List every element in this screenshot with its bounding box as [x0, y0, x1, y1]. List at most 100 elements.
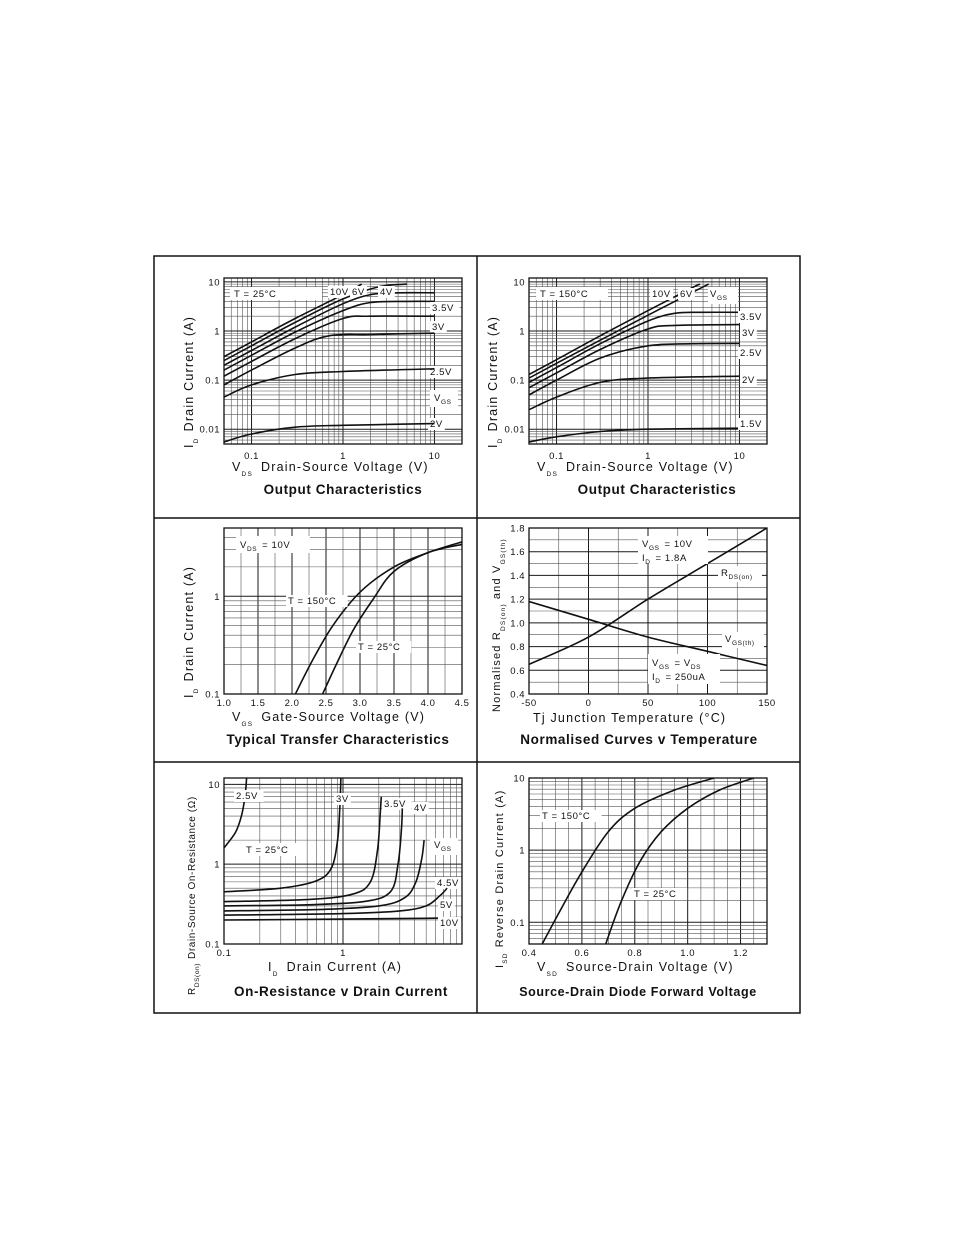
x-tick-label: 1: [340, 948, 346, 959]
chart-3-plot-frame: [223, 527, 463, 695]
series-label-bg: [234, 790, 264, 802]
series-line-5v: [224, 887, 448, 916]
chart-1-vgs-label: VGS: [434, 393, 452, 406]
series-line-2v: [529, 375, 740, 411]
chart-1-cond-bg: [230, 287, 322, 300]
x-tick-label: 150: [758, 698, 775, 709]
x-tick-label: 0.1: [549, 451, 564, 462]
x-tick-label: 0: [586, 698, 592, 709]
series-line-3v: [224, 778, 342, 893]
series-label-bg: [428, 418, 445, 430]
series-label: 2.5V: [740, 348, 762, 359]
y-tick-label: 0.1: [205, 940, 220, 951]
x-tick-label: 50: [642, 698, 654, 709]
y-tick-label: 1.4: [510, 571, 525, 582]
x-tick-label: 4.0: [421, 698, 436, 709]
series-line-rds-on-: [529, 528, 767, 666]
series-label: 2V: [430, 419, 443, 430]
x-tick-label: -50: [521, 698, 536, 709]
y-tick-label: 0.1: [510, 376, 525, 387]
chart-4-vgs-bg: [722, 632, 764, 648]
x-tick-label: 0.1: [244, 451, 259, 462]
y-tick-label: 0.1: [205, 690, 220, 701]
chart-4-y-axis-label: Normalised RDS(on)and VGS(th): [491, 538, 507, 712]
series-label-bg: [438, 917, 462, 929]
series-label: 2.5V: [430, 367, 452, 378]
series-line-t-25-c: [321, 543, 462, 694]
chart-5-y-axis-label: RDS(on)Drain-Source On-Resistance (Ω): [187, 796, 201, 995]
chart-6-grid: [528, 777, 768, 945]
y-tick-label: 1: [214, 326, 220, 337]
chart-2-vgs-bg: [708, 287, 738, 304]
chart-transfer-characteristics: T = 150°C T = 25°C 1.0 1.5 2.0 2.5 3.0 3.5 4.0 4…: [182, 527, 469, 747]
series-label: 6V: [352, 287, 365, 298]
chart-2-y-axis-label: IDDrain Current (A): [486, 316, 504, 448]
chart-4-condition-vgs: VGS = 10V: [642, 539, 693, 552]
y-tick-label: 1: [519, 326, 525, 337]
series-line-10v: [529, 283, 701, 376]
series-label-bg: [650, 288, 674, 300]
chart-4-curves: [529, 528, 767, 667]
y-tick-label: 1.2: [510, 595, 525, 606]
series-label-bg: [378, 286, 395, 298]
y-tick-label: 0.01: [200, 425, 221, 436]
chart-3-curves: T = 150°C T = 25°C: [286, 541, 462, 694]
chart-1-vgs-bg: [430, 390, 458, 407]
chart-source-drain-diode-forward-voltage: T = 150°CT = 25°C 0.4 0.6 0.8 1.0 1.21010.1 …: [494, 774, 768, 999]
series-label: 1.5V: [740, 419, 762, 430]
series-label-bg: [438, 899, 455, 911]
series-line-3-5v: [224, 300, 435, 371]
chart-3-ticks: 1.0 1.5 2.0 2.5 3.0 3.5 4.0 4.5 1 0.1: [205, 592, 469, 709]
series-label: T = 25°C: [358, 642, 401, 653]
series-label: 3.5V: [740, 312, 762, 323]
y-tick-label: 0.01: [505, 425, 526, 436]
series-label-bg: [356, 641, 412, 653]
series-line-3-5v: [224, 796, 383, 903]
x-tick-label: 1: [340, 451, 346, 462]
series-label: T = 25°C: [634, 889, 677, 900]
x-tick-label: 2.5: [319, 698, 334, 709]
series-label: 4.5V: [437, 878, 459, 889]
x-tick-label: 0.8: [627, 948, 642, 959]
chart-on-resistance-drain-current: 2.5V 3V 3.5V 4V 4.5V 5V 10V 0.1 1 10 1 0.1 T = 25°…: [187, 777, 465, 999]
chart-normalised-curves-temperature: -50 0 50 100 150 1.8 1.6 1.4 1.2 1.0 0.8 0.6 0.4 VGS…: [491, 524, 775, 748]
y-tick-label: 1: [519, 846, 525, 857]
y-tick-label: 0.1: [205, 376, 220, 387]
series-label: 5V: [440, 900, 453, 911]
chart-5-vgs-label: VGS: [434, 840, 452, 853]
series-label: 3.5V: [384, 799, 406, 810]
chart-5-x-axis-label: IDDrain Current (A): [268, 960, 402, 978]
series-label: 2V: [742, 375, 755, 386]
series-label-bg: [286, 595, 348, 607]
chart-6-title: Source-Drain Diode Forward Voltage: [519, 985, 757, 999]
series-label: 10V: [330, 287, 349, 298]
chart-2-curves: 10V 6V 3.5V 3V 2.5V 2V 1.5V: [529, 283, 768, 443]
y-tick-label: 10: [513, 774, 525, 785]
series-line-2-5v: [224, 332, 435, 386]
series-line-2-5v: [224, 778, 248, 849]
chart-4-vgs-label: VGS(th): [725, 634, 755, 647]
chart-output-characteristics-150c: 10V 6V 3.5V 3V 2.5V 2V 1.5V 0.1 1 10 10 1 0.1 0.01 T…: [486, 277, 768, 497]
series-label-bg: [350, 286, 367, 298]
x-tick-label: 0.6: [575, 948, 590, 959]
series-label-bg: [632, 888, 688, 900]
y-tick-label: 10: [208, 277, 220, 288]
chart-1-y-axis-label: IDDrain Current (A): [182, 316, 200, 448]
series-label-bg: [430, 321, 447, 333]
x-tick-label: 1.5: [251, 698, 266, 709]
x-tick-label: 0.1: [217, 948, 232, 959]
chart-4-title: Normalised Curves v Temperature: [520, 732, 757, 747]
chart-4-condition-vgs-vds: VGS = VDS: [652, 658, 701, 671]
chart-5-title: On-Resistance v Drain Current: [234, 984, 448, 999]
chart-6-curves: T = 150°C T = 25°C: [540, 778, 755, 944]
y-tick-label: 0.8: [510, 642, 525, 653]
series-label: 4V: [414, 803, 427, 814]
series-line-3v: [224, 315, 435, 377]
chart-4-rds-bg: [718, 566, 762, 582]
chart-4-ticks: -50 0 50 100 150 1.8 1.6 1.4 1.2 1.0 0.8 0.6 0.4: [510, 524, 775, 710]
series-label-bg: [382, 798, 412, 810]
series-label-bg: [738, 418, 768, 430]
x-tick-label: 3.0: [353, 698, 368, 709]
series-line-3v: [529, 323, 740, 389]
